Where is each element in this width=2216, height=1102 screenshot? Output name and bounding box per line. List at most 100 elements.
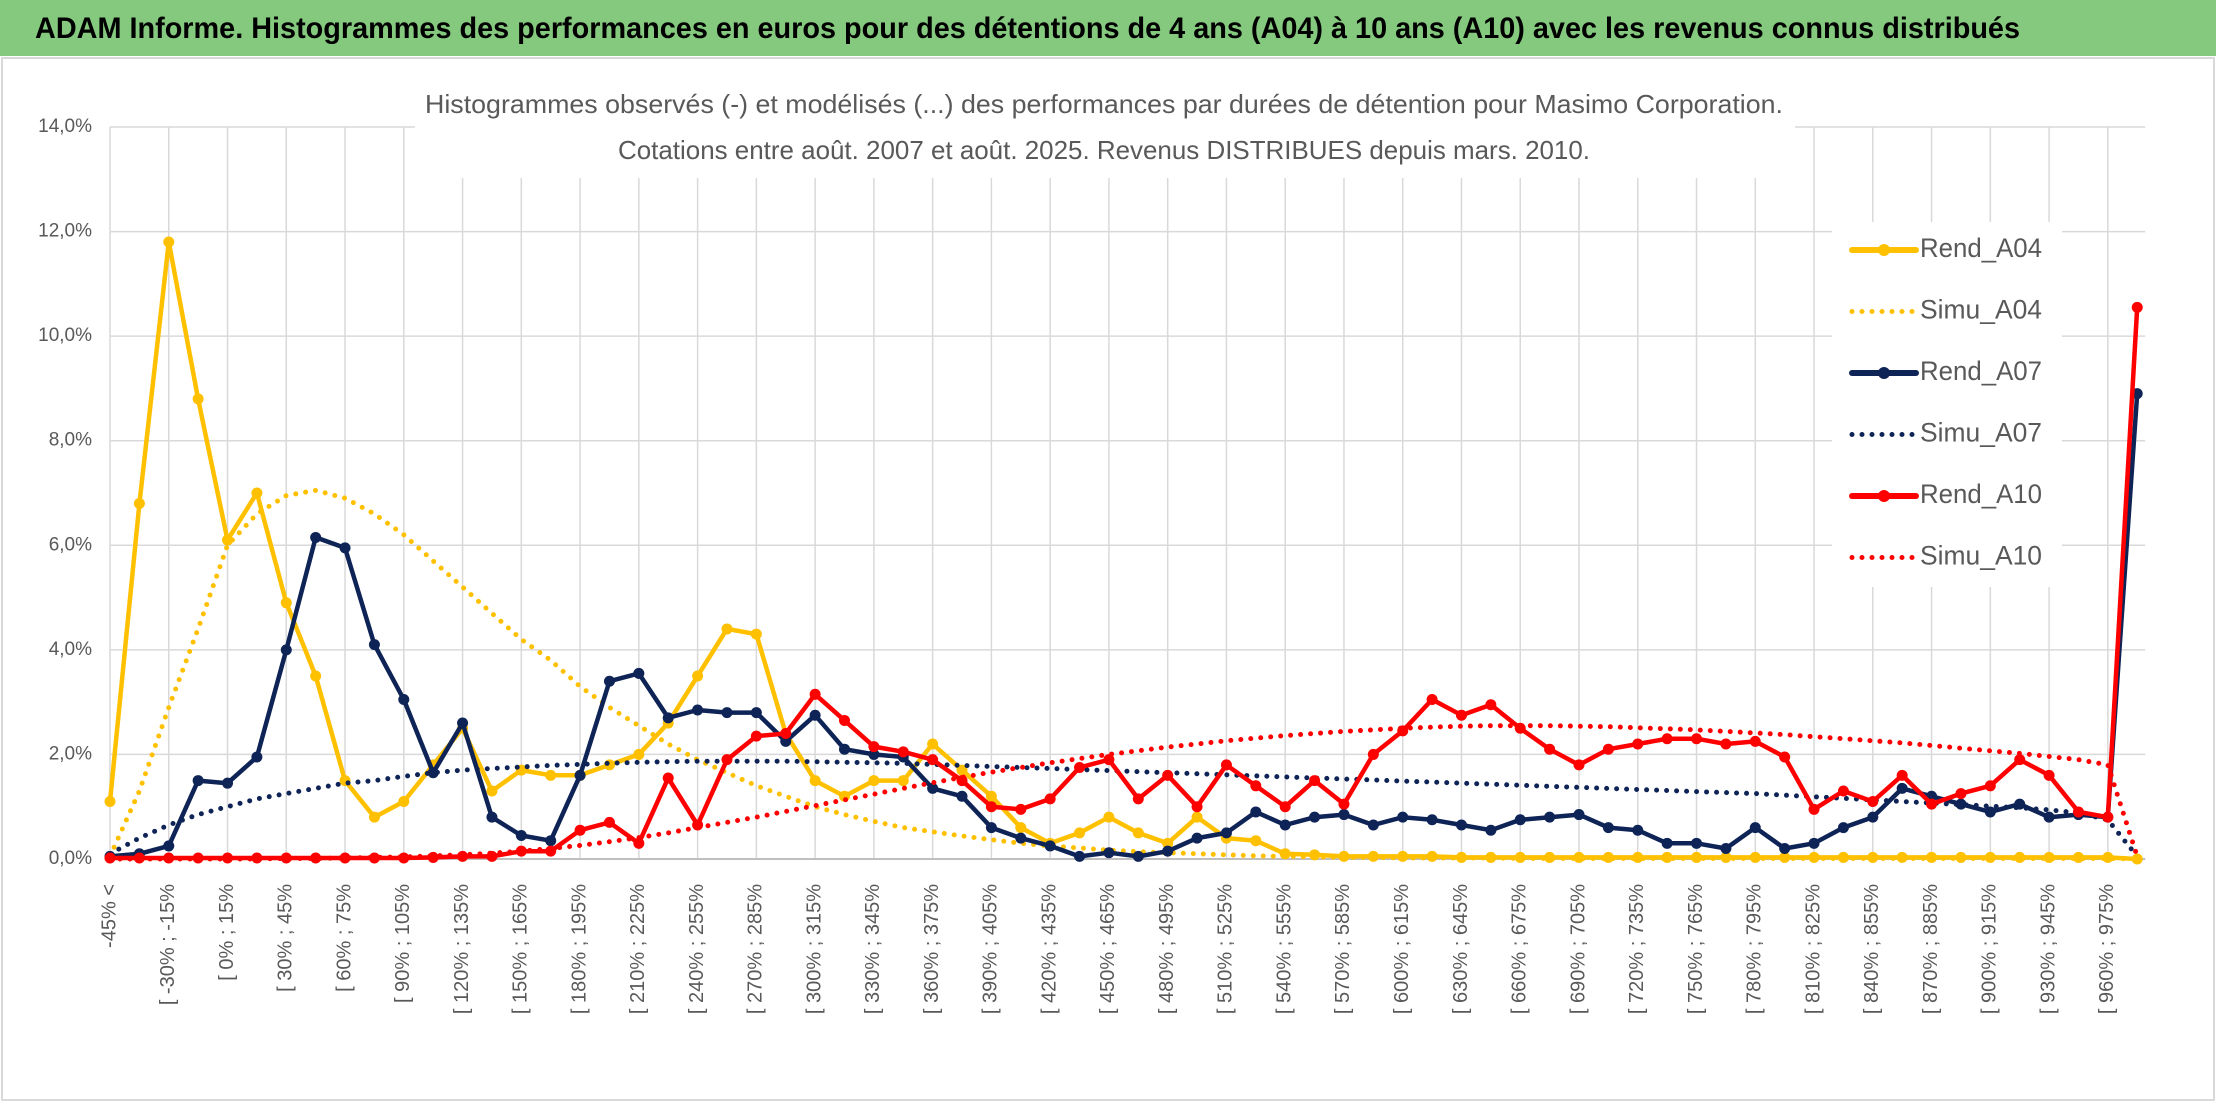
legend-marker — [1878, 490, 1890, 502]
data-point — [1426, 694, 1438, 706]
x-tick-label: [ 180% ; 195% — [568, 884, 590, 1014]
data-point — [1426, 814, 1438, 826]
x-tick-label: [ 0% ; 15% — [216, 884, 238, 981]
x-tick-label: [ 810% ; 825% — [1802, 884, 1824, 1014]
data-point — [1573, 759, 1585, 771]
x-tick-label: [ -30% ; -15% — [157, 884, 179, 1005]
y-tick-label: 10,0% — [38, 325, 92, 346]
x-tick-label: [ 510% ; 525% — [1215, 884, 1237, 1014]
data-point — [251, 751, 263, 763]
x-tick-label: [ 540% ; 555% — [1273, 884, 1295, 1014]
data-point — [1015, 822, 1027, 834]
data-point — [1015, 803, 1027, 815]
data-point — [868, 775, 880, 787]
data-point — [1338, 809, 1350, 821]
x-tick-label: [ 30% ; 45% — [275, 884, 297, 992]
data-point — [1162, 845, 1174, 857]
y-tick-label: 2,0% — [49, 743, 92, 764]
data-point — [603, 675, 615, 687]
chart-subtitle: Cotations entre août. 2007 et août. 2025… — [618, 135, 1590, 165]
data-point — [1250, 780, 1262, 792]
data-point — [2043, 811, 2055, 823]
data-point — [1749, 822, 1761, 834]
data-point — [163, 840, 175, 852]
data-point — [251, 487, 263, 499]
x-tick-label: [ 600% ; 615% — [1391, 884, 1413, 1014]
x-tick-label: [ 960% ; 975% — [2096, 884, 2118, 1014]
data-point — [368, 852, 380, 864]
series-line — [107, 723, 2140, 862]
data-point — [2102, 811, 2114, 823]
x-tick-label: [ 90% ; 105% — [392, 884, 414, 1003]
data-point — [2072, 806, 2084, 818]
data-point — [1103, 847, 1115, 859]
data-point — [368, 639, 380, 651]
x-tick-label: [ 630% ; 645% — [1450, 884, 1472, 1014]
data-point — [457, 717, 469, 729]
y-tick-label: 6,0% — [49, 534, 92, 555]
data-point — [1103, 754, 1115, 766]
data-point — [545, 769, 557, 781]
data-point — [1691, 733, 1703, 745]
data-point — [1455, 819, 1467, 831]
data-point — [1926, 798, 1938, 810]
legend-label: Rend_A04 — [1920, 233, 2042, 263]
data-point — [809, 775, 821, 787]
data-point — [1720, 738, 1732, 750]
legend-label: Simu_A04 — [1920, 295, 2042, 325]
data-point — [1602, 822, 1614, 834]
data-point — [1015, 832, 1027, 844]
data-point — [868, 748, 880, 760]
x-tick-label: [ 450% ; 465% — [1097, 884, 1119, 1014]
data-point — [398, 694, 410, 706]
data-point — [1367, 819, 1379, 831]
data-point — [1602, 743, 1614, 755]
data-point — [750, 707, 762, 719]
data-point — [662, 712, 674, 724]
data-point — [809, 709, 821, 721]
data-point — [574, 769, 586, 781]
data-point — [1132, 793, 1144, 805]
x-tick-label: [ 720% ; 735% — [1626, 884, 1648, 1014]
x-tick-label: [ 60% ; 75% — [333, 884, 355, 992]
data-point — [2131, 301, 2143, 313]
data-point — [1691, 837, 1703, 849]
data-point — [1896, 782, 1908, 794]
chart: -45% < [ -30% ; -15% [ 0% ; 15% [ 30% ; 45%… — [38, 88, 2146, 1014]
data-point — [1485, 824, 1497, 836]
data-point — [163, 236, 175, 248]
series-line — [107, 758, 2140, 859]
data-point — [1044, 793, 1056, 805]
data-point — [927, 738, 939, 750]
x-tick-label: [ 210% ; 225% — [627, 884, 649, 1014]
data-point — [985, 801, 997, 813]
data-point — [2072, 851, 2084, 863]
title-background — [415, 88, 1795, 178]
data-point — [310, 852, 322, 864]
legend-label: Simu_A07 — [1920, 418, 2042, 448]
legend-label: Simu_A10 — [1920, 541, 2042, 571]
data-point — [1338, 798, 1350, 810]
data-point — [574, 824, 586, 836]
data-point — [1955, 788, 1967, 800]
data-point — [1779, 751, 1791, 763]
data-point — [1867, 811, 1879, 823]
data-point — [1279, 819, 1291, 831]
x-tick-label: [ 480% ; 495% — [1156, 884, 1178, 1014]
y-tick-label: 12,0% — [38, 221, 92, 242]
legend-marker — [1878, 244, 1890, 256]
data-point — [1984, 806, 1996, 818]
data-point — [280, 597, 292, 609]
data-point — [721, 707, 733, 719]
x-tick-label: [ 270% ; 285% — [745, 884, 767, 1014]
y-tick-label: 4,0% — [49, 639, 92, 660]
data-point — [1132, 827, 1144, 839]
y-tick-label: 8,0% — [49, 430, 92, 451]
data-point — [1544, 811, 1556, 823]
data-point — [750, 730, 762, 742]
data-point — [486, 811, 498, 823]
x-tick-label: [ 420% ; 435% — [1038, 884, 1060, 1014]
data-point — [427, 767, 439, 779]
data-point — [1455, 709, 1467, 721]
data-point — [1867, 795, 1879, 807]
